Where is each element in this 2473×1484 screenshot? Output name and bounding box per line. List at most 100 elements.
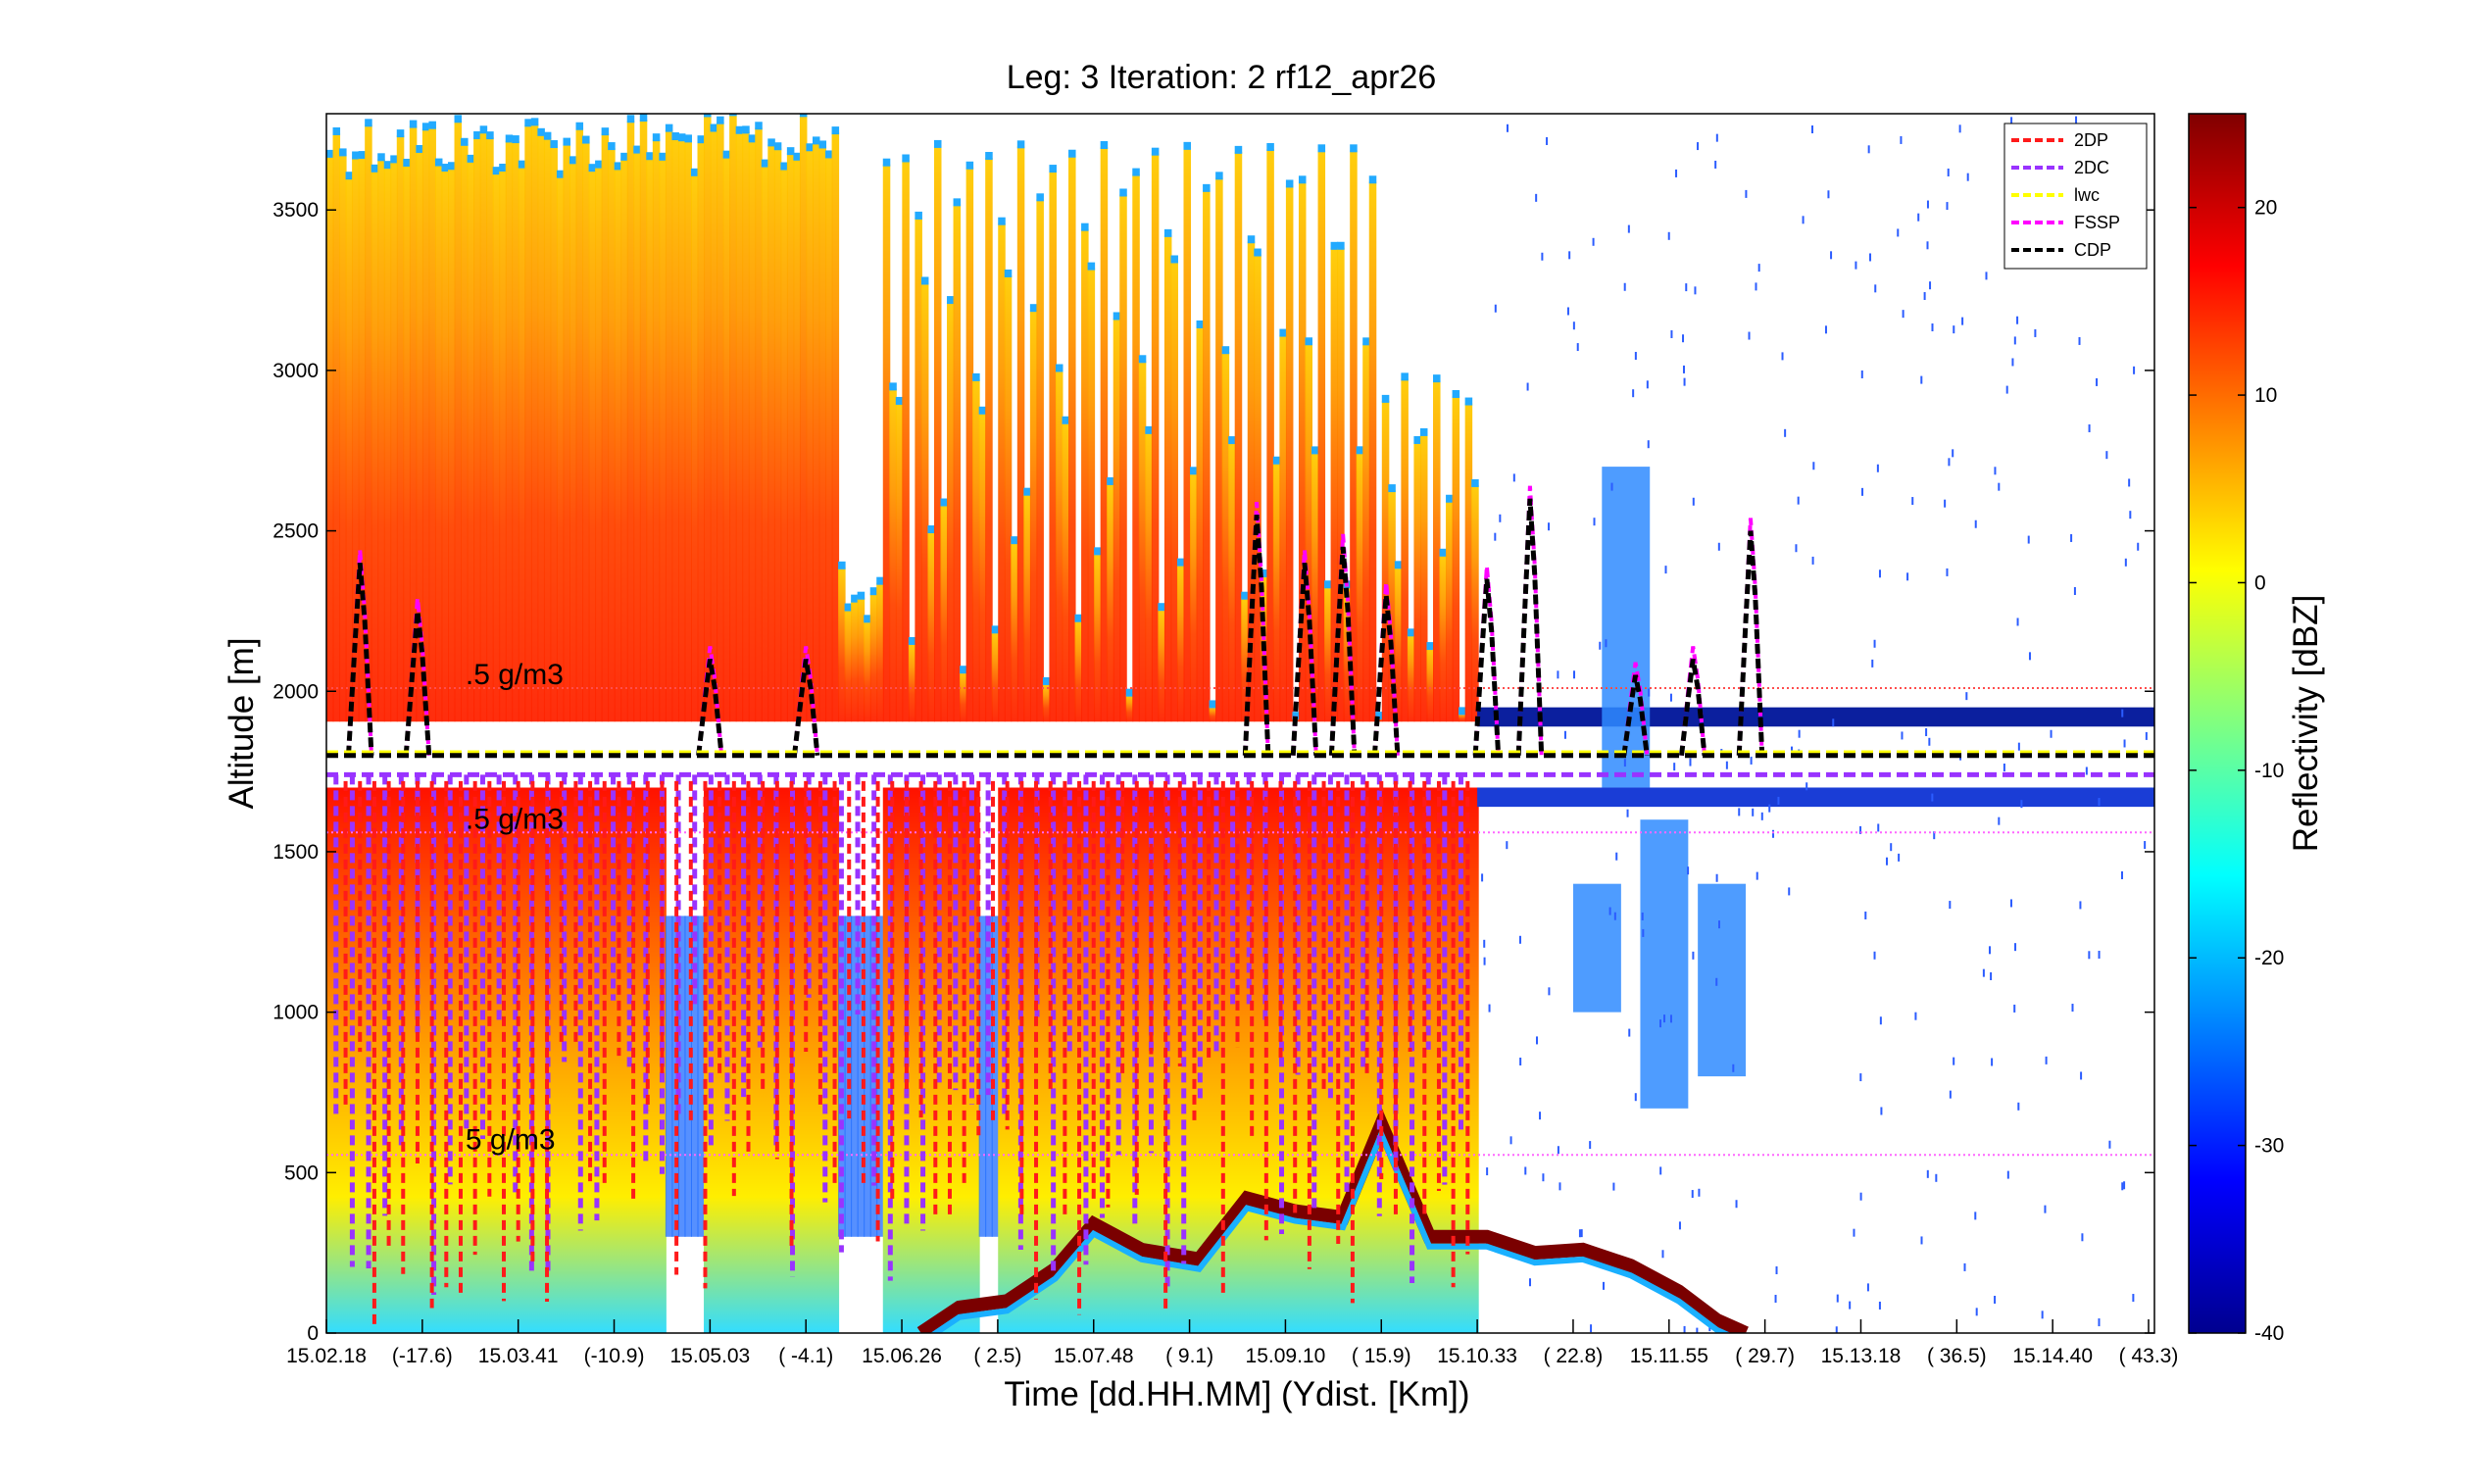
noise-speckle [1566, 307, 1569, 316]
reflectivity-column-upper [646, 158, 654, 722]
reflectivity-column-upper [1228, 442, 1236, 722]
noise-speckle [2121, 709, 2124, 717]
echo-edge-upper [1062, 416, 1070, 424]
reflectivity-column-upper [1081, 228, 1089, 722]
reflectivity-column-lower [1087, 787, 1096, 1333]
noise-speckle [1682, 334, 1685, 343]
echo-edge-upper [831, 126, 840, 135]
noise-speckle [1615, 852, 1618, 861]
y-tick-label: 2000 [272, 680, 319, 703]
noise-speckle [1949, 901, 1952, 910]
fssp-trace [1679, 646, 1706, 756]
noise-speckle [2071, 1004, 2074, 1013]
echo-edge-upper [626, 115, 635, 124]
reflectivity-column-lower [492, 787, 501, 1333]
reflectivity-column-upper [780, 168, 788, 722]
reflectivity-column-upper [403, 164, 411, 722]
echo-edge-upper [1036, 193, 1044, 202]
reflectivity-column-upper [1317, 150, 1326, 722]
reflectivity-column-upper [1068, 155, 1076, 722]
noise-speckle [2098, 1318, 2101, 1327]
reflectivity-column-upper [1241, 597, 1249, 722]
reflectivity-column-upper [851, 600, 859, 722]
reflectivity-column-upper [486, 137, 494, 722]
legend-label: CDP [2074, 240, 2111, 260]
colorbar-scale [2188, 113, 2247, 1334]
legend-label: lwc [2074, 185, 2100, 205]
echo-edge-upper [972, 372, 980, 381]
reflectivity-column-lower [608, 787, 616, 1333]
reflectivity-column-upper [1407, 634, 1415, 722]
noise-speckle [1634, 1093, 1637, 1102]
reflectivity-column-lower [345, 787, 354, 1333]
echo-edge-upper [1029, 304, 1038, 313]
echo-edge-upper [915, 211, 922, 220]
x-tick-label: 15.06.26 [862, 1345, 942, 1367]
noise-speckle [1715, 873, 1718, 882]
echo-edge-upper [416, 144, 423, 153]
echo-edge-upper [403, 158, 411, 167]
reflectivity-column-upper [991, 631, 1000, 722]
reflectivity-column-lower [1305, 787, 1313, 1333]
reflectivity-column-upper [889, 388, 897, 722]
reflectivity-column-lower [633, 787, 641, 1333]
noise-speckle [1772, 829, 1775, 838]
noise-speckle [1687, 866, 1690, 875]
noise-speckle [1926, 241, 1929, 250]
echo-edge-upper [1107, 476, 1114, 485]
annotation-label: 5 g/m3 [466, 1124, 556, 1157]
noise-speckle [1990, 972, 1993, 981]
noise-speckle [2028, 652, 2031, 661]
reflectivity-column-upper [428, 126, 436, 722]
y-tick-label: 3500 [272, 199, 319, 222]
reflectivity-column-lower [352, 787, 360, 1333]
noise-speckle [1558, 1182, 1561, 1191]
reflectivity-column-lower [1183, 787, 1192, 1333]
echo-edge-upper [1459, 707, 1466, 716]
echo-edge-upper [1138, 355, 1147, 364]
fssp-trace [792, 646, 819, 756]
echo-edge-upper [902, 154, 910, 163]
echo-edge-upper [1055, 364, 1063, 372]
reflectivity-column-lower [434, 787, 443, 1333]
noise-band-upper [1477, 707, 2154, 727]
reflectivity-column-lower [383, 787, 392, 1333]
noise-speckle [1694, 286, 1697, 295]
noise-speckle [1898, 853, 1901, 862]
reflectivity-column-lower [717, 787, 724, 1333]
reflectivity-column-lower [1190, 787, 1198, 1333]
reflectivity-column-lower [1125, 787, 1134, 1333]
reflectivity-column-upper [915, 217, 922, 722]
noise-speckle [1935, 1173, 1938, 1182]
reflectivity-column-lower [799, 787, 808, 1333]
reflectivity-column-lower [1388, 787, 1396, 1333]
echo-edge-upper [614, 162, 622, 171]
reflectivity-column-upper [608, 148, 616, 722]
y-tick-label: 2500 [272, 520, 319, 543]
reflectivity-column-upper [492, 173, 501, 722]
noise-speckle [1573, 670, 1576, 679]
reflectivity-column-lower [755, 787, 763, 1333]
cdp-trace [1371, 594, 1401, 756]
noise-speckle [2105, 451, 2108, 460]
noise-speckle [2080, 1071, 2083, 1080]
echo-edge-upper [991, 625, 1000, 634]
reflectivity-column-lower [1471, 787, 1479, 1333]
reflectivity-column-lower [1446, 787, 1454, 1333]
reflectivity-column-upper [908, 642, 916, 722]
noise-speckle [2079, 901, 2082, 910]
reflectivity-column-upper [677, 139, 686, 722]
plot-area [326, 114, 2154, 1333]
echo-edge-upper [844, 603, 853, 612]
reflectivity-column-upper [1305, 343, 1313, 722]
noise-speckle [2096, 377, 2099, 386]
reflectivity-column-lower [1452, 787, 1460, 1333]
reflectivity-column-lower [1068, 787, 1076, 1333]
noise-speckle [1867, 145, 1870, 154]
reflectivity-column-lower [1158, 787, 1165, 1333]
x-tick-label: ( 43.3) [2119, 1345, 2179, 1367]
echo-edge-upper [1298, 175, 1307, 184]
echo-edge-upper [479, 125, 488, 134]
x-tick-label: ( 36.5) [1927, 1345, 1987, 1367]
reflectivity-column-lower [915, 787, 922, 1333]
